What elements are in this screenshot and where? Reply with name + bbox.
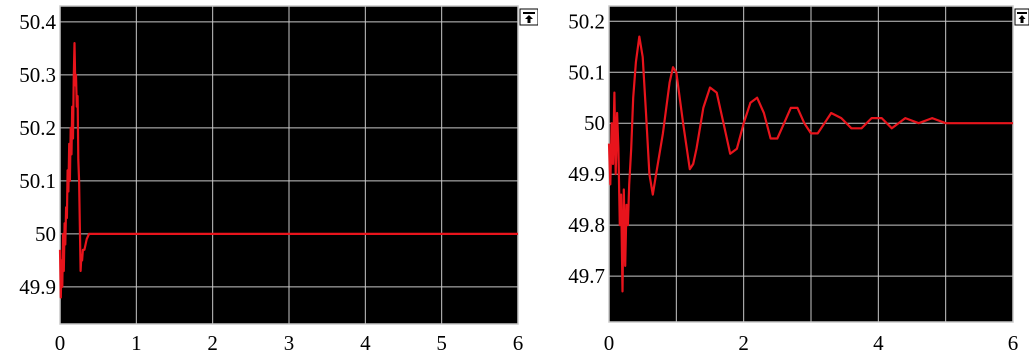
x-tick-labels: 0 1 2 3 4 5 6 [55,331,524,355]
series-group [58,41,518,299]
y-tick-label: 49.8 [568,213,605,237]
x-tick-label: 1 [131,331,142,355]
chart-left: 0 1 2 3 4 5 6 49.9 50 50.1 50.2 50.3 50.4 [19,5,538,355]
plot-frame [59,5,519,325]
x-tick-label: 6 [513,331,524,355]
y-tick-label: 50.2 [568,9,605,33]
y-tick-label: 50.2 [19,116,56,140]
x-tick-label: 3 [284,331,295,355]
x-tick-label: 4 [360,331,371,355]
restore-icon[interactable] [519,8,538,26]
x-tick-label: 6 [1008,331,1019,355]
frequency-series-line [58,41,518,299]
y-tick-labels: 49.7 49.8 49.9 50 50.1 50.2 [568,9,605,288]
y-tick-label: 50.4 [19,10,56,34]
x-tick-label: 0 [55,331,66,355]
x-tick-label: 4 [873,331,884,355]
y-tick-label: 50 [584,111,605,135]
x-tick-label: 5 [436,331,447,355]
y-tick-labels: 49.9 50 50.1 50.2 50.3 50.4 [19,10,56,299]
series-group [607,35,1013,293]
x-tick-label: 2 [738,331,749,355]
chart-right: 0 2 4 6 49.7 49.8 49.9 50 50.1 50.2 [568,5,1029,355]
x-tick-labels: 0 2 4 6 [604,331,1019,355]
y-tick-label: 50.3 [19,63,56,87]
y-tick-label: 49.9 [568,162,605,186]
y-tick-label: 50 [35,222,56,246]
chart-panel-right: 0 2 4 6 49.7 49.8 49.9 50 50.1 50.2 [551,0,1029,363]
y-tick-label: 50.1 [568,60,605,84]
frequency-series-line [607,35,1013,293]
y-tick-label: 49.7 [568,264,605,288]
restore-icon[interactable] [1014,8,1029,26]
x-tick-label: 0 [604,331,615,355]
chart-panel-left: 0 1 2 3 4 5 6 49.9 50 50.1 50.2 50.3 50.4 [19,5,538,355]
x-tick-label: 2 [207,331,218,355]
y-tick-label: 50.1 [19,169,56,193]
y-tick-label: 49.9 [19,275,56,299]
